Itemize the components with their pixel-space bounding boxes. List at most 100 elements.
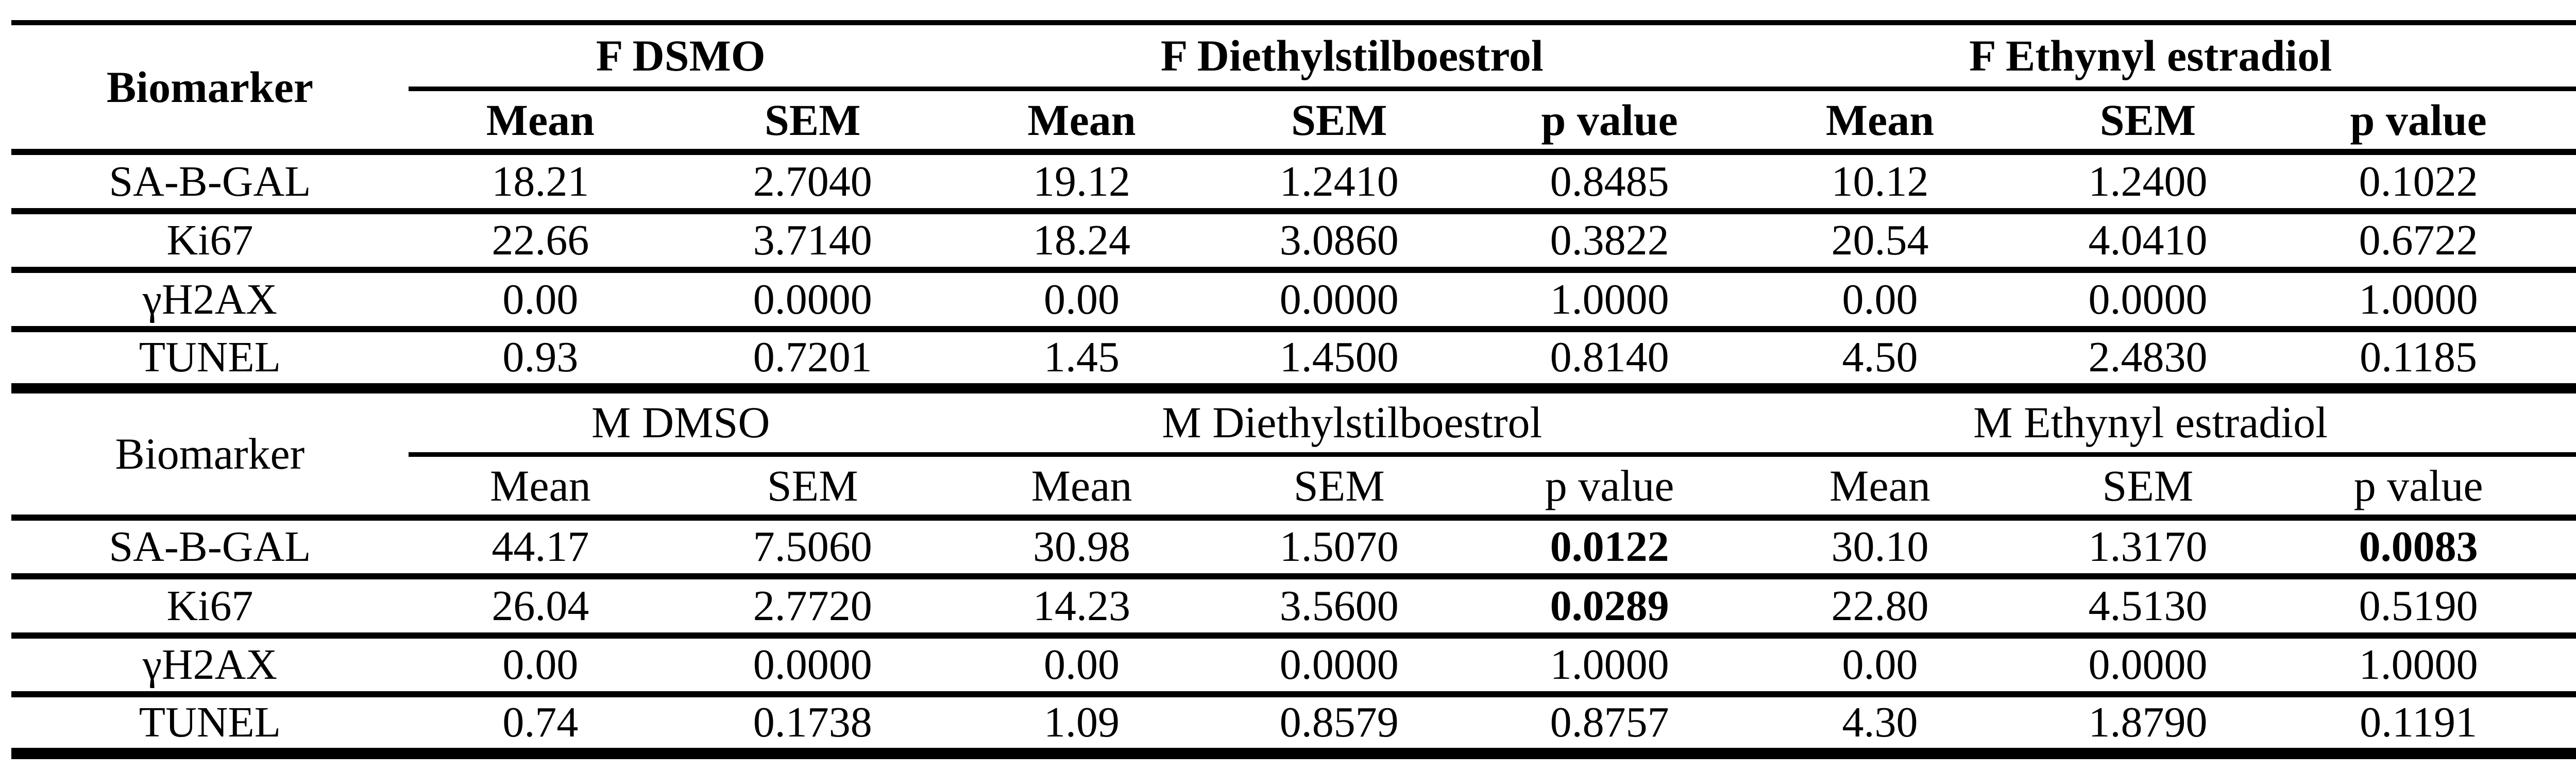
treatment-group-header: M Levonorgestrel [2550, 388, 2576, 457]
stat-column-header: SEM [1210, 454, 1468, 521]
cell-value: 2.93 [2550, 329, 2576, 393]
stat-column-header: Mean [408, 454, 672, 521]
cell-value: 1.2400 [2008, 152, 2287, 214]
cell-value: 20.54 [1751, 211, 2009, 273]
treatment-group-header: F Levonorgestrel [2550, 23, 2576, 92]
table-row: Ki67 26.04 2.7720 14.23 3.5600 0.0289 22.80 4.5… [11, 576, 2576, 639]
cell-value: 0.8757 [1468, 694, 1752, 759]
cell-value: 0.8579 [1210, 694, 1468, 759]
cell-value: 0.1738 [672, 694, 953, 759]
biomarker-column-header: Biomarker [11, 388, 409, 521]
table-row: TUNEL 0.74 0.1738 1.09 0.8579 0.8757 4.30 1.879… [11, 694, 2576, 759]
cell-value: 0.6722 [2287, 211, 2550, 273]
stat-column-header: Mean [2550, 454, 2576, 521]
cell-value: 26.04 [408, 576, 672, 639]
cell-value: 0.0083 [2287, 517, 2550, 580]
cell-value: 10.12 [1751, 152, 2009, 214]
cell-value: 27.66 [2550, 211, 2576, 273]
stat-column-header: Mean [408, 89, 672, 156]
table-row: TUNEL 0.93 0.7201 1.45 1.4500 0.8140 4.50 2.483… [11, 329, 2576, 393]
stat-column-header: SEM [672, 89, 953, 156]
cell-value: 0.1191 [2287, 694, 2550, 759]
cell-value: 0.74 [408, 694, 672, 759]
male-section: Biomarker M DMSO M Diethylstilboestrol M Et… [11, 388, 2576, 759]
results-table-container: Biomarker F DSMO F Diethylstilboestrol F Et… [11, 20, 2576, 759]
cell-value: 30.98 [953, 517, 1211, 580]
cell-value: 1.09 [953, 694, 1211, 759]
cell-value: 0.0122 [1468, 517, 1752, 580]
table-row: Ki67 22.66 3.7140 18.24 3.0860 0.3822 20.54 4.0… [11, 211, 2576, 273]
row-label: γH2AX [11, 270, 409, 332]
cell-value: 1.3170 [2008, 517, 2287, 580]
table-row: γH2AX 0.00 0.0000 0.00 0.0000 1.0000 0.00 0.000… [11, 270, 2576, 332]
stat-column-header: p value [1468, 89, 1752, 156]
treatment-group-header: F DSMO [408, 23, 953, 92]
treatment-group-header: F Ethynyl estradiol [1751, 23, 2550, 92]
cell-value: 44.17 [408, 517, 672, 580]
cell-value: 0.00 [1751, 635, 2009, 698]
cell-value: 30.10 [1751, 517, 2009, 580]
cell-value: 26.52 [2550, 576, 2576, 639]
cell-value: 0.00 [408, 270, 672, 332]
cell-value: 1.8790 [2008, 694, 2287, 759]
stat-column-header: Mean [953, 454, 1211, 521]
biomarker-results-table: Biomarker F DSMO F Diethylstilboestrol F Et… [11, 20, 2576, 759]
table-row: SA-B-GAL 18.21 2.7040 19.12 1.2410 0.8485 10.1… [11, 152, 2576, 214]
row-label: Ki67 [11, 576, 409, 639]
cell-value: 0.7201 [672, 329, 953, 393]
cell-value: 14.23 [953, 576, 1211, 639]
cell-value: 0.0000 [672, 270, 953, 332]
cell-value: 1.0000 [1468, 270, 1752, 332]
cell-value: 0.0000 [2008, 635, 2287, 698]
cell-value: 0.8140 [1468, 329, 1752, 393]
cell-value: 0.8485 [1468, 152, 1752, 214]
cell-value: 0.00 [953, 270, 1211, 332]
treatment-group-header: M Ethynyl estradiol [1751, 388, 2550, 457]
row-label: Ki67 [11, 211, 409, 273]
stat-column-header: SEM [672, 454, 953, 521]
cell-value: 3.0860 [1210, 211, 1468, 273]
cell-value: 1.0000 [1468, 635, 1752, 698]
cell-value: 0.0000 [1210, 270, 1468, 332]
cell-value: 4.30 [1751, 694, 2009, 759]
cell-value: 1.45 [953, 329, 1211, 393]
stat-column-header: p value [2287, 454, 2550, 521]
cell-value: 2.7720 [672, 576, 953, 639]
row-label: SA-B-GAL [11, 152, 409, 214]
cell-value: 0.0289 [1468, 576, 1752, 639]
stat-column-header: SEM [2008, 454, 2287, 521]
cell-value: 2.7040 [672, 152, 953, 214]
cell-value: 22.66 [408, 211, 672, 273]
treatment-group-header: F Diethylstilboestrol [953, 23, 1752, 92]
cell-value: 0.3822 [1468, 211, 1752, 273]
stat-column-header: Mean [1751, 89, 2009, 156]
cell-value: 0.0000 [672, 635, 953, 698]
group-header-row: Biomarker F DSMO F Diethylstilboestrol F Et… [11, 23, 2576, 156]
cell-value: 0.00 [2550, 635, 2576, 698]
row-label: TUNEL [11, 694, 409, 759]
cell-value: 1.2410 [1210, 152, 1468, 214]
cell-value: 0.0000 [2008, 270, 2287, 332]
cell-value: 22.80 [1751, 576, 2009, 639]
cell-value: 18.24 [953, 211, 1211, 273]
row-label: SA-B-GAL [11, 517, 409, 580]
cell-value: 0.1022 [2287, 152, 2550, 214]
cell-value: 1.5070 [1210, 517, 1468, 580]
stat-column-header: SEM [2008, 89, 2287, 156]
cell-value: 0.93 [408, 329, 672, 393]
cell-value: 1.0000 [2287, 270, 2550, 332]
cell-value: 0.1185 [2287, 329, 2550, 393]
cell-value: 1.4500 [1210, 329, 1468, 393]
group-header-row: Biomarker M DMSO M Diethylstilboestrol M Et… [11, 388, 2576, 521]
cell-value: 4.50 [1751, 329, 2009, 393]
cell-value: 18.21 [408, 152, 672, 214]
female-section: Biomarker F DSMO F Diethylstilboestrol F Et… [11, 23, 2576, 393]
cell-value: 0.00 [408, 635, 672, 698]
cell-value: 0.5190 [2287, 576, 2550, 639]
cell-value: 3.7140 [672, 211, 953, 273]
cell-value: 4.0410 [2008, 211, 2287, 273]
stat-column-header: Mean [1751, 454, 2009, 521]
cell-value: 0.00 [1751, 270, 2009, 332]
